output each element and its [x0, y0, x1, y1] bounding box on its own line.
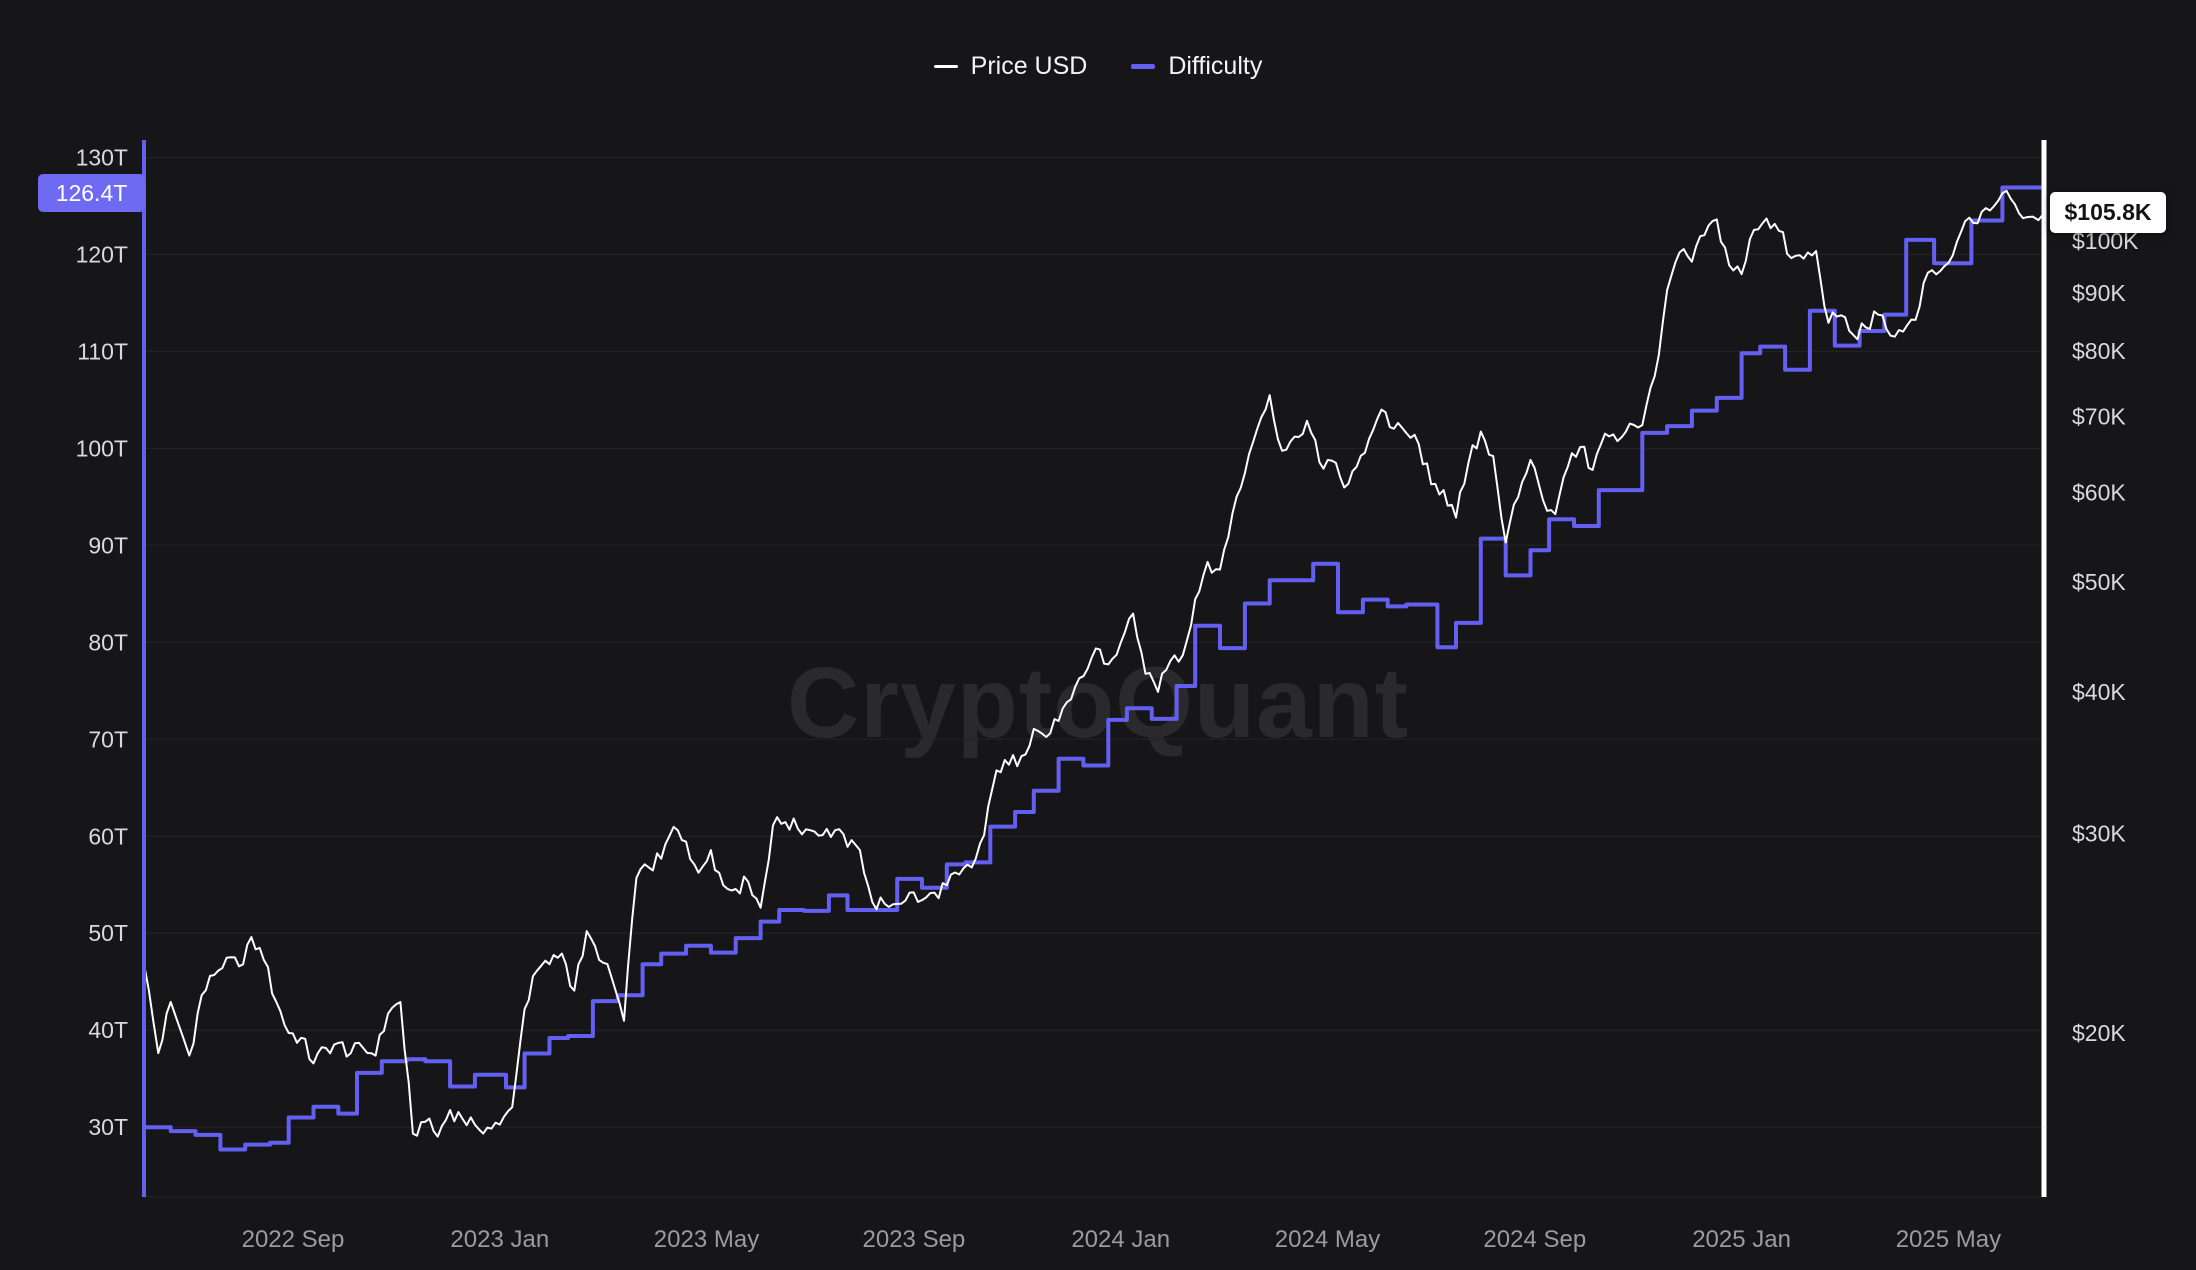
x-axis-tick-label: 2024 Sep — [1483, 1226, 1586, 1253]
left-axis-tick-label: 120T — [76, 241, 128, 267]
difficulty-current-value-badge: 126.4T — [38, 174, 145, 212]
legend-label-difficulty: Difficulty — [1168, 52, 1263, 80]
left-axis-tick-label: 110T — [77, 338, 128, 364]
x-axis-tick-label: 2023 May — [654, 1226, 759, 1253]
x-axis-tick-label: 2025 Jan — [1692, 1226, 1791, 1253]
x-axis-tick-label: 2023 Jan — [450, 1226, 549, 1253]
right-axis-tick-label: $80K — [2072, 338, 2126, 364]
x-axis-tick-label: 2025 May — [1896, 1226, 2001, 1253]
right-axis-tick-label: $20K — [2072, 1020, 2126, 1046]
price-series-line — [143, 189, 2045, 1138]
left-axis-tick-label: 70T — [88, 726, 128, 752]
left-axis-tick-label: 100T — [76, 435, 128, 461]
x-axis-tick-label: 2023 Sep — [863, 1226, 966, 1253]
legend-item-price-usd[interactable]: Price USD — [933, 52, 1088, 81]
chart-plot-area[interactable] — [144, 140, 2044, 1197]
left-axis-tick-label: 130T — [76, 145, 128, 171]
difficulty-line-swatch-icon — [1131, 64, 1156, 69]
x-axis-tick-label: 2022 Sep — [242, 1226, 345, 1253]
price-current-value-badge: $105.8K — [2050, 192, 2166, 233]
right-axis-tick-label: $30K — [2072, 821, 2126, 847]
left-axis-tick-label: 40T — [88, 1017, 128, 1043]
price-usd-line-swatch-icon — [933, 65, 958, 68]
cryptoquant-watermark: CryptoQuant — [787, 646, 1409, 761]
right-axis-tick-label: $60K — [2072, 479, 2126, 505]
left-axis-tick-label: 80T — [88, 629, 128, 655]
right-axis-tick-label: $50K — [2072, 569, 2126, 595]
right-axis-tick-label: $40K — [2072, 679, 2126, 705]
difficulty-series-line — [142, 185, 2046, 1152]
left-axis-tick-label: 30T — [88, 1114, 128, 1140]
chart-legend: Price USD Difficulty — [0, 52, 2196, 81]
left-axis-tick-label: 60T — [88, 823, 128, 849]
left-axis-tick-label: 90T — [88, 532, 128, 558]
x-axis-tick-label: 2024 May — [1275, 1226, 1380, 1253]
right-axis-tick-label: $70K — [2072, 404, 2126, 430]
left-axis-tick-label: 50T — [88, 920, 128, 946]
x-axis-tick-label: 2024 Jan — [1071, 1226, 1170, 1253]
right-axis-tick-label: $90K — [2072, 280, 2126, 306]
legend-label-price-usd: Price USD — [970, 52, 1088, 80]
legend-item-difficulty[interactable]: Difficulty — [1131, 52, 1262, 81]
